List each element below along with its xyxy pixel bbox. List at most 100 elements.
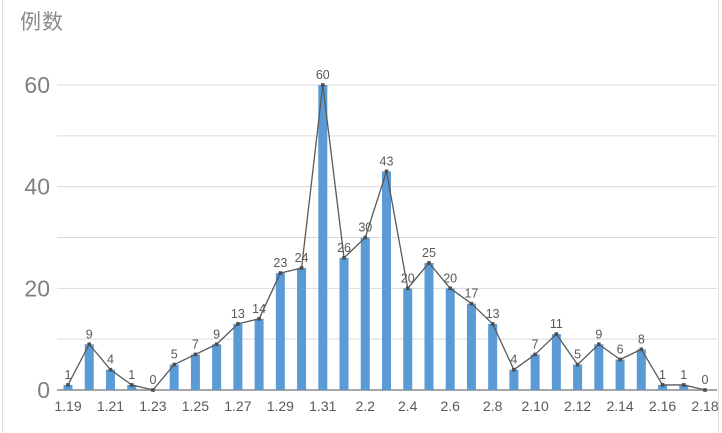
bar xyxy=(551,334,561,390)
line-marker xyxy=(108,367,113,372)
value-label: 1 xyxy=(680,368,687,382)
line-marker xyxy=(681,383,686,387)
value-label: 23 xyxy=(273,256,287,270)
value-label: 24 xyxy=(295,251,309,265)
value-label: 17 xyxy=(464,287,478,301)
line-marker xyxy=(363,235,368,240)
bar xyxy=(403,288,413,390)
bar xyxy=(275,273,285,390)
line-marker xyxy=(321,83,325,87)
value-label: 5 xyxy=(574,348,581,362)
x-tick-label: 1.29 xyxy=(267,398,294,414)
bar xyxy=(105,369,115,390)
y-tick-label: 40 xyxy=(24,174,50,200)
line-marker xyxy=(342,256,346,260)
bar xyxy=(424,262,434,390)
bar xyxy=(658,384,668,390)
chart-title: 例数 xyxy=(20,11,64,34)
x-tick-label: 1.31 xyxy=(309,398,336,414)
x-tick-label: 1.27 xyxy=(224,398,251,414)
line-marker xyxy=(618,357,622,362)
value-label: 1 xyxy=(659,368,666,382)
value-label: 7 xyxy=(532,337,539,351)
value-label: 30 xyxy=(358,221,372,235)
x-tick-label: 1.23 xyxy=(139,398,166,414)
bar xyxy=(63,384,73,390)
bar xyxy=(382,171,391,390)
x-tick-label: 2.12 xyxy=(564,398,591,414)
bar xyxy=(297,268,307,390)
value-label: 0 xyxy=(702,373,709,387)
line-marker xyxy=(448,286,452,291)
value-label: 8 xyxy=(638,332,645,346)
x-tick-label: 2.6 xyxy=(440,398,460,414)
value-label: 60 xyxy=(316,68,330,82)
value-label: 6 xyxy=(617,343,624,357)
line-marker xyxy=(512,367,516,372)
bar xyxy=(594,344,604,390)
right-border xyxy=(718,0,719,433)
bar xyxy=(233,323,243,390)
x-tick-label: 2.18 xyxy=(691,398,718,414)
line-marker xyxy=(214,342,219,347)
value-label: 43 xyxy=(380,154,394,168)
line-marker xyxy=(66,383,70,387)
line-marker xyxy=(299,266,304,270)
line-marker xyxy=(469,301,474,306)
bar xyxy=(679,384,689,390)
y-tick-label: 0 xyxy=(37,377,50,403)
value-label: 11 xyxy=(550,317,563,331)
bar xyxy=(84,344,94,390)
value-label: 14 xyxy=(252,302,266,316)
value-label: 20 xyxy=(443,271,457,285)
y-tick-label: 20 xyxy=(24,275,50,301)
bar xyxy=(190,354,200,390)
line-marker xyxy=(660,383,665,387)
x-tick-label: 2.2 xyxy=(356,398,376,414)
bar xyxy=(127,384,137,390)
x-tick-label: 1.21 xyxy=(97,398,124,414)
line-marker xyxy=(151,388,155,392)
bar xyxy=(212,344,222,390)
value-label: 4 xyxy=(510,353,517,367)
value-label: 13 xyxy=(231,307,245,321)
value-label: 7 xyxy=(192,337,199,351)
x-tick-label: 2.16 xyxy=(649,398,676,414)
value-label: 1 xyxy=(65,368,72,382)
x-tick-label: 2.4 xyxy=(398,398,418,414)
x-tick-label: 1.19 xyxy=(54,398,81,414)
line-marker xyxy=(405,286,410,291)
line-marker xyxy=(278,271,283,275)
bar xyxy=(254,318,264,390)
value-label: 4 xyxy=(107,353,114,367)
line-marker xyxy=(384,169,389,174)
bar xyxy=(445,288,455,390)
bar xyxy=(360,237,370,390)
value-label: 1 xyxy=(128,368,135,382)
line-marker xyxy=(575,362,580,367)
value-label: 25 xyxy=(422,246,436,260)
y-tick-label: 60 xyxy=(24,72,50,98)
line-marker xyxy=(703,388,707,392)
bar xyxy=(615,359,625,390)
bar xyxy=(169,364,179,390)
value-label: 26 xyxy=(337,241,351,255)
x-tick-label: 1.25 xyxy=(182,398,209,414)
left-border xyxy=(2,0,3,433)
bar xyxy=(488,323,498,390)
line-marker xyxy=(490,322,495,326)
value-label: 9 xyxy=(595,327,602,341)
line-marker xyxy=(639,347,644,352)
value-label: 9 xyxy=(86,327,93,341)
bar xyxy=(573,364,583,390)
line-marker xyxy=(236,322,240,326)
line-marker xyxy=(427,261,431,265)
value-label: 5 xyxy=(171,348,178,362)
bar xyxy=(530,354,540,390)
line-marker xyxy=(87,342,92,347)
bar xyxy=(339,257,349,390)
value-label: 20 xyxy=(401,271,415,285)
x-tick-label: 2.10 xyxy=(522,398,549,414)
line-marker xyxy=(597,342,601,347)
